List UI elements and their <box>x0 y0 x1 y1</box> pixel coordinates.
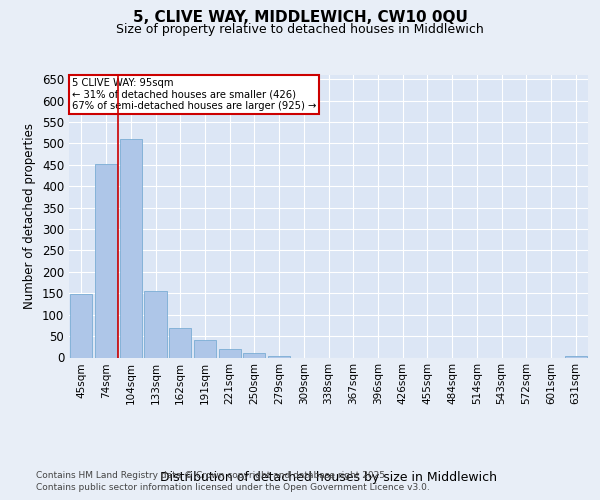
X-axis label: Distribution of detached houses by size in Middlewich: Distribution of detached houses by size … <box>160 471 497 484</box>
Bar <box>95 164 117 358</box>
Y-axis label: Number of detached properties: Number of detached properties <box>23 123 37 309</box>
Text: Size of property relative to detached houses in Middlewich: Size of property relative to detached ho… <box>116 24 484 36</box>
Text: 5 CLIVE WAY: 95sqm
← 31% of detached houses are smaller (426)
67% of semi-detach: 5 CLIVE WAY: 95sqm ← 31% of detached hou… <box>71 78 316 111</box>
Bar <box>169 328 191 358</box>
Bar <box>218 349 241 358</box>
Bar <box>119 139 142 358</box>
Text: Contains public sector information licensed under the Open Government Licence v3: Contains public sector information licen… <box>36 483 430 492</box>
Bar <box>565 356 587 358</box>
Bar <box>70 294 92 358</box>
Bar <box>145 291 167 358</box>
Text: 5, CLIVE WAY, MIDDLEWICH, CW10 0QU: 5, CLIVE WAY, MIDDLEWICH, CW10 0QU <box>133 10 467 25</box>
Bar <box>243 353 265 358</box>
Bar <box>268 356 290 358</box>
Text: Contains HM Land Registry data © Crown copyright and database right 2025.: Contains HM Land Registry data © Crown c… <box>36 472 388 480</box>
Bar <box>194 340 216 357</box>
